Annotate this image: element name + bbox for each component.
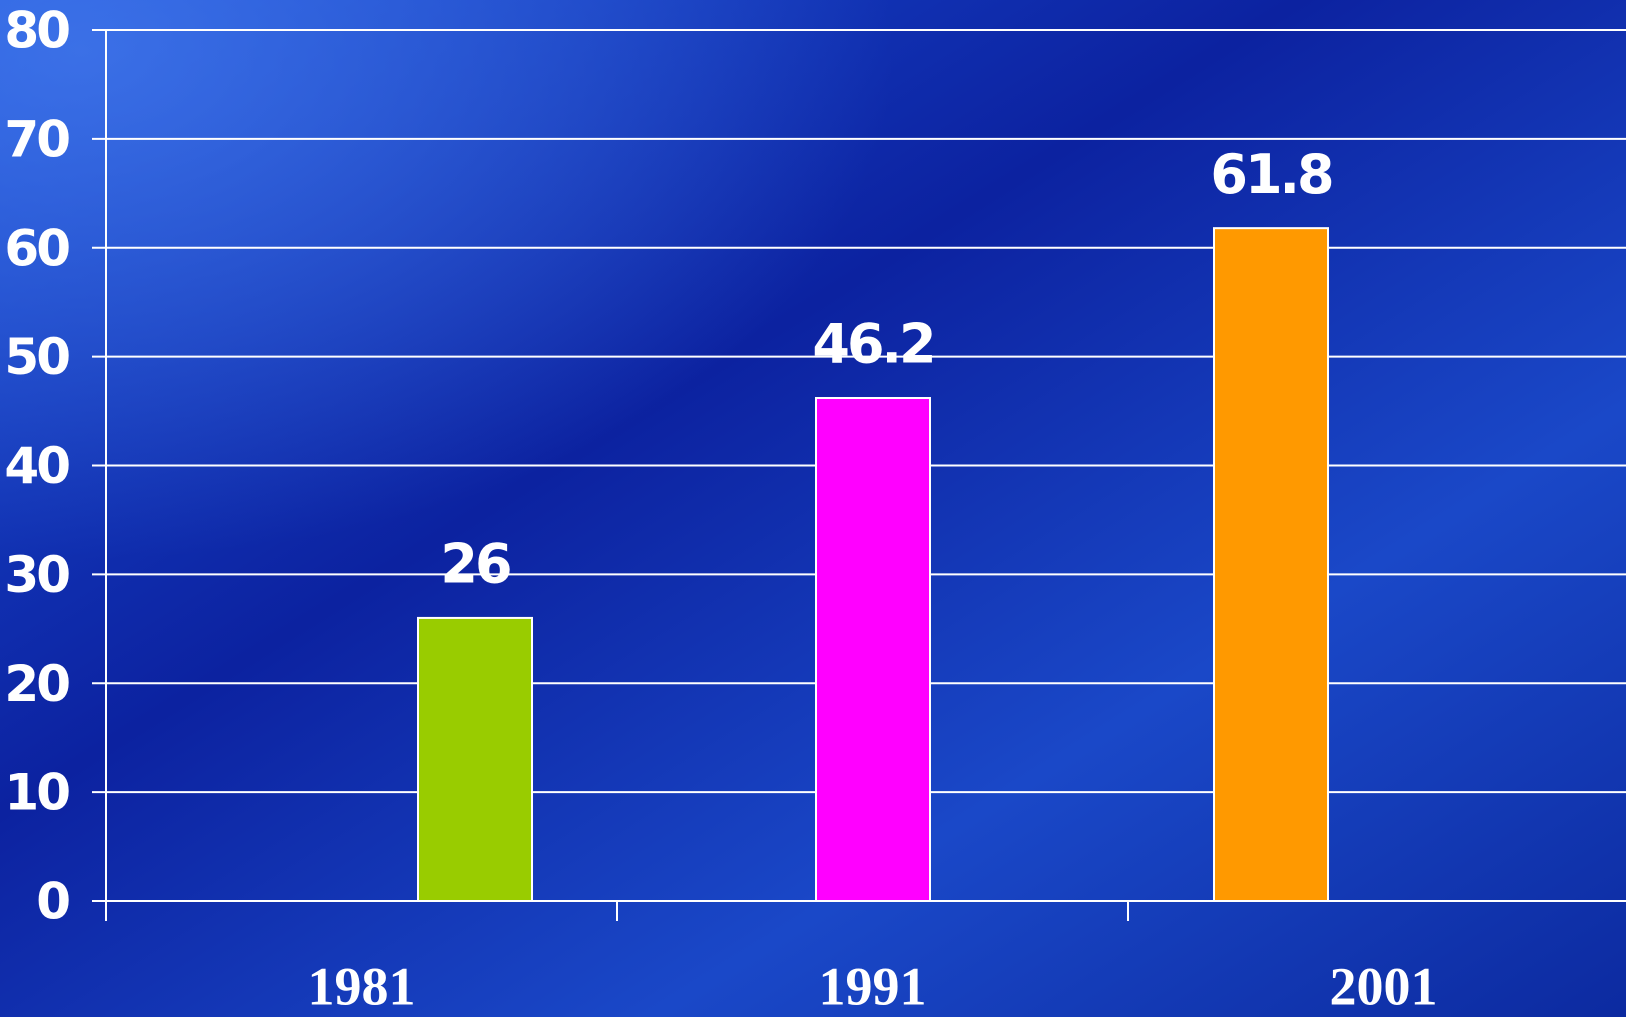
- value-label: 46.2: [812, 313, 933, 376]
- y-tick-label: 30: [4, 546, 69, 604]
- y-tick-label: 10: [4, 764, 69, 822]
- bar: [1213, 227, 1329, 902]
- value-label: 26: [440, 533, 510, 596]
- x-tick-label: 1981: [308, 956, 416, 1016]
- y-tick-label: 20: [4, 655, 69, 713]
- y-tick-label: 70: [4, 110, 69, 168]
- bar: [417, 616, 533, 902]
- bar: [815, 396, 931, 902]
- y-tick-label: 0: [36, 873, 69, 931]
- y-tick-label: 60: [4, 219, 69, 277]
- y-tick-label: 40: [4, 437, 69, 495]
- value-label: 61.8: [1210, 143, 1332, 206]
- y-tick-label: 50: [4, 328, 69, 386]
- x-tick-label: 2001: [1330, 956, 1438, 1016]
- x-tick-label: 1991: [819, 956, 927, 1016]
- y-tick-label: 80: [4, 2, 69, 60]
